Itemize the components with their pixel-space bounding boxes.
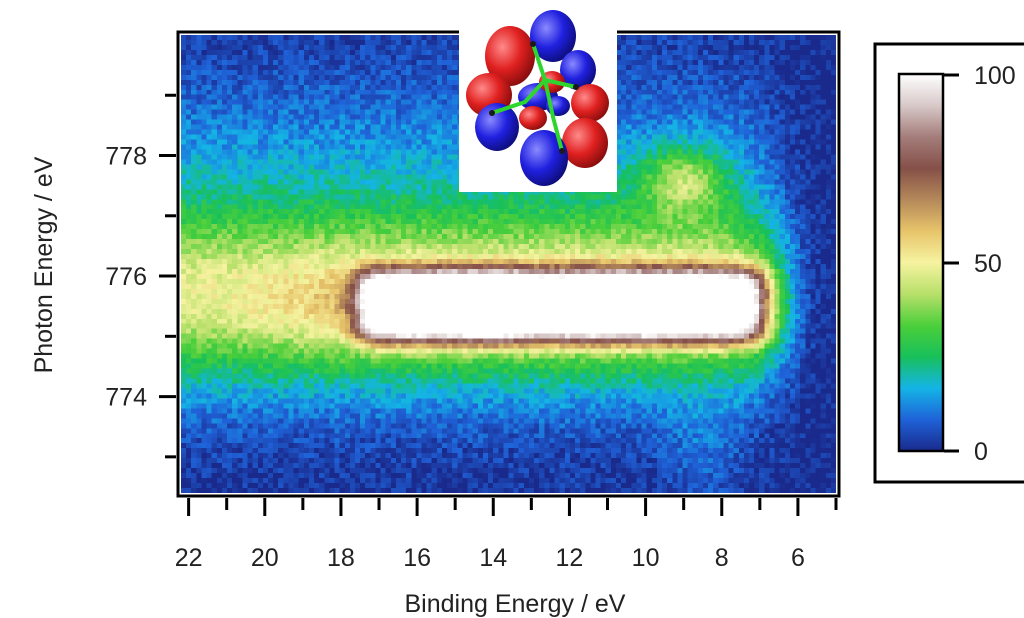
colorbar	[897, 72, 945, 453]
x-tick-label: 16	[403, 544, 431, 572]
y-axis-label: Photon Energy / eV	[30, 156, 58, 373]
x-tick-label: 6	[791, 544, 805, 572]
x-tick-label: 8	[715, 544, 729, 572]
y-axis: 774 776 778	[105, 93, 176, 459]
colorbar-axis: 0 50 100	[944, 62, 1016, 466]
colorbar-tick-label: 0	[974, 438, 988, 466]
x-axis-label: Binding Energy / eV	[405, 590, 626, 618]
x-tick-label: 10	[632, 544, 660, 572]
x-tick-label: 20	[251, 544, 279, 572]
molecular-orbital-icon	[459, 0, 617, 192]
x-axis: 22 20 18 16 14 12 10 8 6	[175, 498, 838, 572]
colorbar-tick-label: 50	[974, 250, 1002, 278]
x-tick-label: 22	[175, 544, 203, 572]
y-tick-label: 778	[105, 143, 147, 171]
y-tick-label: 774	[105, 384, 147, 412]
x-tick-label: 14	[479, 544, 507, 572]
y-tick-label: 776	[105, 263, 147, 291]
x-tick-label: 18	[327, 544, 355, 572]
x-tick-label: 12	[556, 544, 584, 572]
colorbar-tick-label: 100	[974, 62, 1016, 90]
